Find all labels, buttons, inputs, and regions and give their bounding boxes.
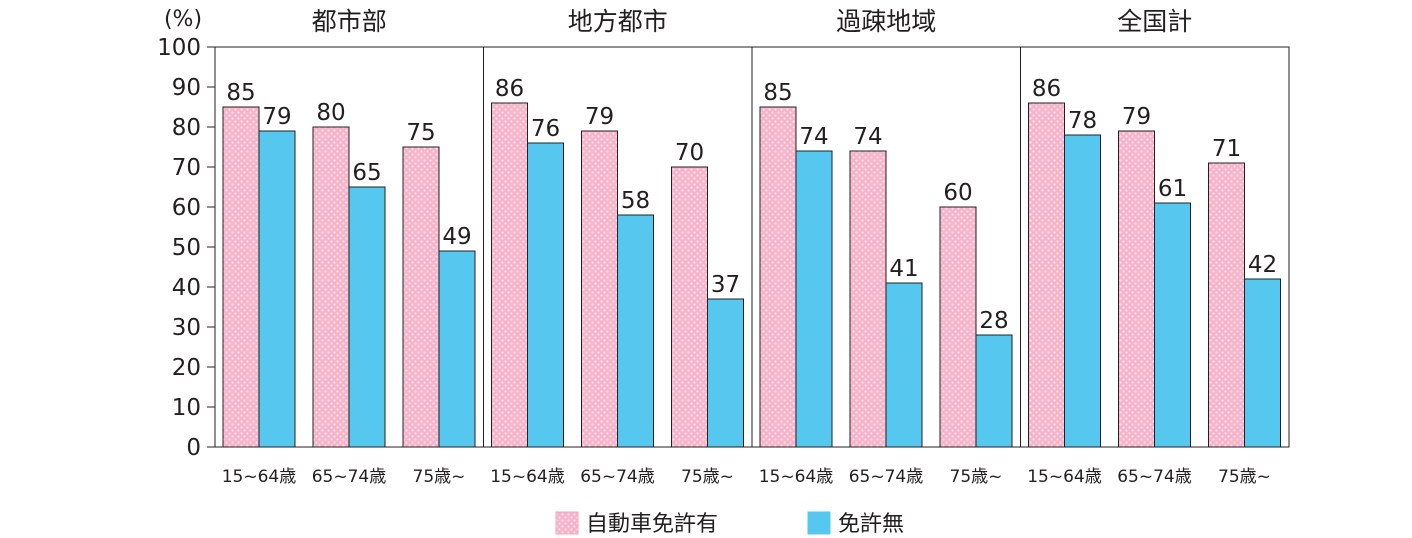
bar-license-yes xyxy=(222,106,260,448)
bar-license-no xyxy=(438,250,476,448)
data-label: 76 xyxy=(531,116,560,142)
data-label: 74 xyxy=(853,124,882,150)
bar-license-yes xyxy=(849,150,887,448)
bar-license-yes xyxy=(402,146,440,448)
panel-title: 過疎地域 xyxy=(836,7,936,36)
data-label: 41 xyxy=(889,256,918,282)
x-tick-label: 75歳~ xyxy=(950,467,1003,487)
data-label: 79 xyxy=(585,104,614,130)
bar-license-yes xyxy=(1028,102,1065,448)
x-tick-label: 65~74歳 xyxy=(849,467,924,487)
y-axis-unit: (%) xyxy=(164,7,202,32)
data-label: 70 xyxy=(675,140,704,166)
x-tick-label: 15~64歳 xyxy=(759,467,834,487)
y-tick-label: 40 xyxy=(172,275,201,301)
bar-license-yes xyxy=(1118,130,1155,448)
data-label: 49 xyxy=(442,224,471,250)
bar-license-no xyxy=(617,214,654,448)
bar-license-yes xyxy=(581,130,618,448)
data-label: 85 xyxy=(226,80,255,106)
bar-license-no xyxy=(885,282,923,448)
x-tick-label: 65~74歳 xyxy=(312,467,387,487)
panel-title: 都市部 xyxy=(312,7,387,36)
bar-license-yes xyxy=(491,102,528,448)
data-label: 65 xyxy=(352,160,381,186)
legend-label: 自動車免許有 xyxy=(586,512,718,537)
bar-license-no xyxy=(1154,202,1191,448)
y-tick-label: 50 xyxy=(172,235,201,261)
bar-license-no xyxy=(975,334,1013,448)
y-tick-label: 90 xyxy=(172,75,201,101)
x-tick-label: 15~64歳 xyxy=(1027,467,1102,487)
bar-license-yes xyxy=(312,126,350,448)
legend-label: 免許無 xyxy=(838,512,904,537)
y-tick-label: 80 xyxy=(172,115,201,141)
y-tick-label: 20 xyxy=(172,355,201,381)
data-label: 71 xyxy=(1212,136,1241,162)
y-tick-label: 70 xyxy=(172,155,201,181)
x-tick-label: 15~64歳 xyxy=(490,467,565,487)
legend: 自動車免許有 免許無 xyxy=(555,511,904,537)
data-label: 86 xyxy=(495,76,524,102)
y-tick-label: 10 xyxy=(172,395,201,421)
data-label: 79 xyxy=(1122,104,1151,130)
bar-license-no xyxy=(795,150,833,448)
legend-swatch-license-no xyxy=(807,511,831,535)
x-tick-label: 75歳~ xyxy=(1218,467,1271,487)
bar-license-no xyxy=(348,186,386,448)
bar-license-no xyxy=(1064,134,1101,448)
bar-license-yes xyxy=(759,106,797,448)
bar-license-yes xyxy=(671,166,708,448)
bar-license-no xyxy=(1244,278,1281,448)
data-label: 42 xyxy=(1248,252,1277,278)
data-label: 85 xyxy=(763,80,792,106)
data-label: 58 xyxy=(621,188,650,214)
y-tick-label: 30 xyxy=(172,315,201,341)
bar-license-yes xyxy=(939,206,977,448)
plot-area: 0 10 20 30 40 50 60 70 80 90 100 都市部 85 79 15~64歳 80 65 6… xyxy=(157,7,1290,487)
data-label: 75 xyxy=(406,120,435,146)
y-tick-label: 100 xyxy=(157,35,201,61)
panel-title: 全国計 xyxy=(1117,7,1192,36)
x-tick-label: 75歳~ xyxy=(681,467,734,487)
bar-license-yes xyxy=(1208,162,1245,448)
legend-swatch-license-yes xyxy=(555,511,579,535)
x-tick-label: 65~74歳 xyxy=(580,467,655,487)
y-tick-label: 60 xyxy=(172,195,201,221)
data-label: 60 xyxy=(943,180,972,206)
x-tick-label: 65~74歳 xyxy=(1117,467,1192,487)
data-label: 61 xyxy=(1158,176,1187,202)
data-label: 74 xyxy=(799,124,828,150)
x-tick-label: 15~64歳 xyxy=(222,467,297,487)
data-label: 37 xyxy=(711,272,740,298)
data-label: 78 xyxy=(1068,108,1097,134)
data-label: 86 xyxy=(1032,76,1061,102)
bar-license-no xyxy=(707,298,744,448)
data-label: 28 xyxy=(979,308,1008,334)
panel-title: 地方都市 xyxy=(568,7,668,36)
bar-license-no xyxy=(527,142,564,448)
data-label: 79 xyxy=(262,104,291,130)
x-tick-label: 75歳~ xyxy=(413,467,466,487)
y-tick-label: 0 xyxy=(186,435,201,461)
bar-license-no xyxy=(258,130,296,448)
data-label: 80 xyxy=(316,100,345,126)
